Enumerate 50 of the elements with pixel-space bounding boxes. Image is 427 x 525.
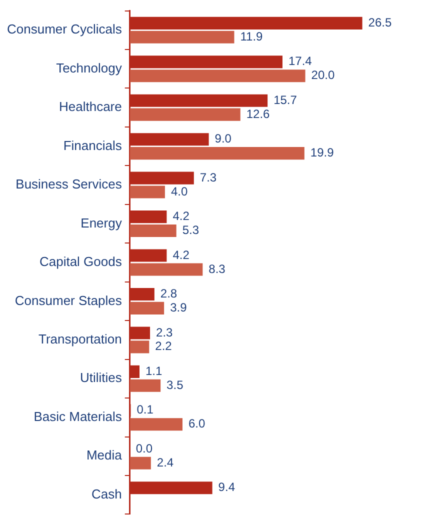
- data-label: 3.5: [166, 378, 184, 392]
- y-tick-label: Transportation: [38, 332, 122, 347]
- data-label: 3.9: [170, 300, 188, 315]
- bar: [130, 340, 150, 354]
- y-tick-label: Healthcare: [58, 99, 122, 114]
- data-label: 6.0: [188, 416, 206, 431]
- data-label: 17.4: [288, 54, 312, 68]
- data-label: 4.2: [172, 248, 190, 262]
- data-label: 2.4: [156, 455, 174, 470]
- data-label: 15.7: [274, 92, 298, 107]
- y-tick-label: Basic Materials: [34, 408, 122, 424]
- data-label: 7.3: [200, 170, 217, 184]
- data-label: 19.9: [310, 146, 334, 160]
- data-label: 12.6: [246, 106, 270, 121]
- y-tick-label: Consumer Cyclicals: [6, 22, 122, 37]
- bar: [130, 263, 203, 276]
- bar: [130, 186, 165, 198]
- data-label: 2.2: [155, 339, 172, 354]
- y-tick-label: Financials: [63, 138, 122, 153]
- data-label: 8.3: [208, 262, 226, 276]
- data-label: 2.8: [160, 286, 178, 301]
- y-tick-label: Utilities: [80, 370, 122, 386]
- y-tick-label: Cash: [92, 486, 122, 502]
- bar: [130, 418, 182, 431]
- data-label: 2.3: [156, 325, 174, 340]
- data-label: 11.9: [240, 29, 264, 44]
- data-label: 9.0: [214, 132, 232, 146]
- bar: [130, 379, 161, 392]
- bar: [130, 70, 306, 82]
- bar: [130, 108, 240, 121]
- y-tick-label: Capital Goods: [39, 254, 122, 270]
- bar: [130, 302, 164, 314]
- y-tick-label: Energy: [80, 215, 122, 230]
- data-label: 1.1: [146, 364, 163, 378]
- data-label: 26.5: [368, 16, 392, 30]
- bar: [130, 224, 176, 238]
- y-tick-label: Technology: [56, 60, 122, 76]
- data-label: 4.0: [170, 184, 188, 198]
- bar: [130, 147, 304, 160]
- data-label: 20.0: [311, 68, 335, 82]
- y-tick-label: Consumer Staples: [14, 292, 122, 308]
- data-label: 4.2: [172, 209, 190, 224]
- data-label: 9.4: [218, 480, 236, 494]
- y-tick-label: Media: [86, 448, 123, 463]
- y-tick-label: Business Services: [16, 176, 122, 192]
- data-label: 0.1: [136, 402, 154, 417]
- data-label: 5.3: [182, 223, 200, 238]
- bar: [130, 30, 234, 44]
- bar: [130, 456, 151, 470]
- data-label: 0.0: [136, 441, 153, 456]
